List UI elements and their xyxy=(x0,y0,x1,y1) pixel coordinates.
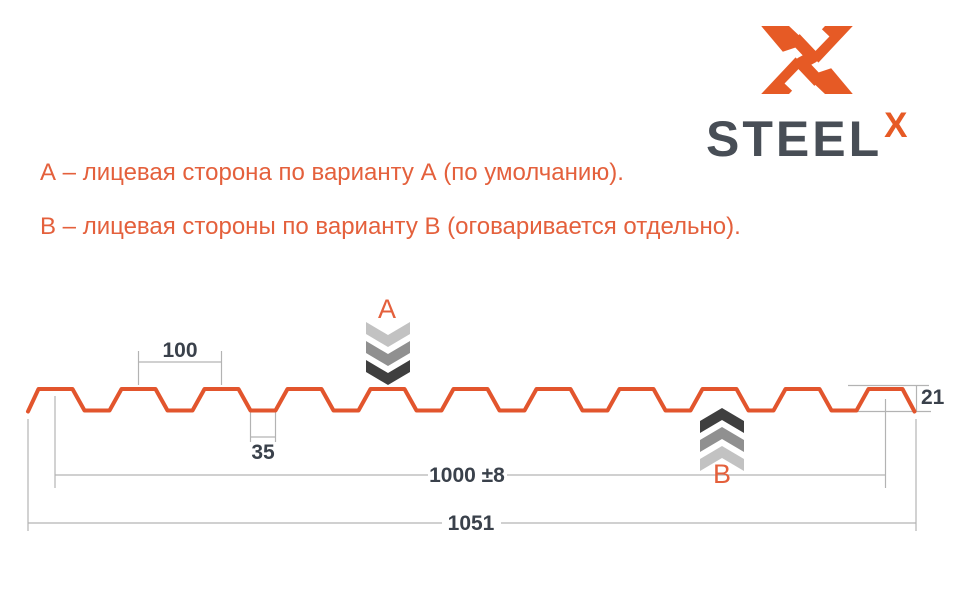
dimension-profile-height: 21 xyxy=(848,384,945,413)
dimension-working-width: 1000 ±8 xyxy=(54,396,887,488)
chevron-up-icon xyxy=(700,408,744,433)
dimension-overall-width: 1051 xyxy=(27,419,917,535)
side-a-marker: А xyxy=(366,294,410,385)
dimension-value-crest-pitch: 100 xyxy=(162,339,197,362)
chevron-up-icon xyxy=(700,427,744,452)
logo-center-band xyxy=(790,34,824,86)
logo-brand-sup-x: X xyxy=(884,106,908,145)
dimension-crest-pitch: 100 xyxy=(137,339,223,385)
side-a-label: А xyxy=(378,294,396,324)
logo-brand-text: STEEL xyxy=(706,111,883,167)
dimension-value-valley-width: 35 xyxy=(251,441,275,464)
dimension-value-working-width: 1000 ±8 xyxy=(429,464,505,487)
chevron-down-icon xyxy=(366,360,410,385)
dimension-value-overall-width: 1051 xyxy=(448,512,495,535)
side-b-label: В xyxy=(713,459,731,489)
profile-outline xyxy=(26,387,917,414)
chevron-down-icon xyxy=(366,322,410,347)
logo-wordmark: STEELX xyxy=(706,100,908,165)
legend-line-a: А – лицевая сторона по варианту А (по ум… xyxy=(40,159,624,186)
legend-line-b: В – лицевая стороны по варианту В (огова… xyxy=(40,213,741,240)
steelx-logo-icon xyxy=(761,26,853,94)
chevron-up-icon xyxy=(700,446,744,471)
chevron-down-icon xyxy=(366,341,410,366)
dimension-value-profile-height: 21 xyxy=(921,386,945,409)
dimension-valley-width: 35 xyxy=(249,412,277,464)
side-b-marker: В xyxy=(700,408,744,489)
